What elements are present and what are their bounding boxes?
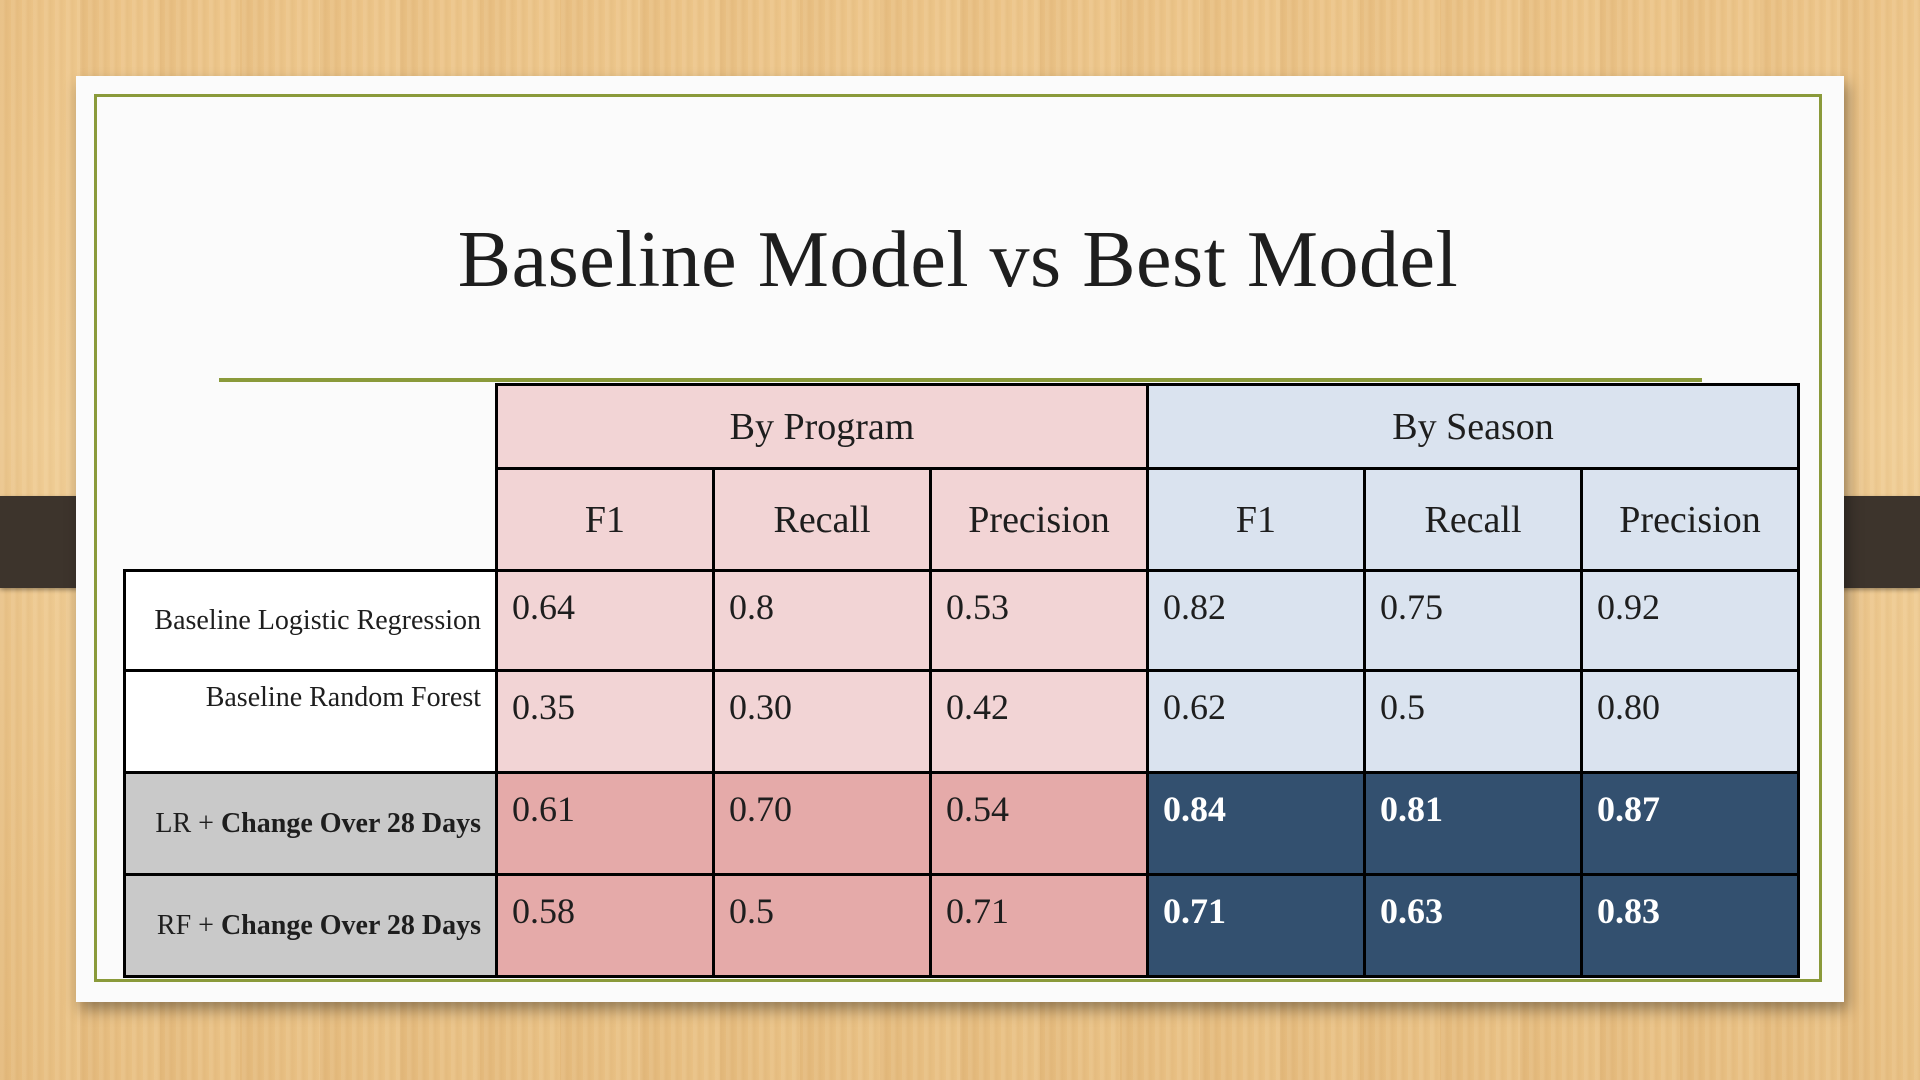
cell-value-best: 0.84 <box>1146 771 1366 876</box>
column-header-program-precision: Precision <box>929 467 1149 572</box>
cell-value: 0.92 <box>1580 569 1800 672</box>
column-header-season-f1: F1 <box>1146 467 1366 572</box>
table-row: Baseline Logistic Regression 0.64 0.8 0.… <box>123 569 1800 672</box>
comparison-table: By Program By Season F1 Recall Precision… <box>123 383 1800 978</box>
cell-value: 0.64 <box>495 569 715 672</box>
title-underline <box>219 378 1702 382</box>
cell-value: 0.82 <box>1146 569 1366 672</box>
cell-value: 0.30 <box>712 669 932 774</box>
cell-value-best: 0.83 <box>1580 873 1800 978</box>
row-label-baseline-logistic-regression: Baseline Logistic Regression <box>123 569 498 672</box>
cell-value: 0.58 <box>495 873 715 978</box>
row-label-text: Baseline Logistic Regression <box>154 604 481 636</box>
table-row: RF + Change Over 28 Days 0.58 0.5 0.71 0… <box>123 873 1800 978</box>
table-row: Baseline Random Forest 0.35 0.30 0.42 0.… <box>123 669 1800 774</box>
group-header-by-season: By Season <box>1146 383 1800 470</box>
cell-value: 0.62 <box>1146 669 1366 774</box>
cell-value-best: 0.81 <box>1363 771 1583 876</box>
group-header-by-program: By Program <box>495 383 1149 470</box>
group-header-row: By Program By Season <box>125 383 1800 470</box>
row-label-bold: Change Over 28 Days <box>220 909 481 941</box>
slide-title: Baseline Model vs Best Model <box>457 216 1459 304</box>
row-label-baseline-random-forest: Baseline Random Forest <box>123 669 498 774</box>
row-label-lr-change-over-28-days: LR + Change Over 28 Days <box>123 771 498 876</box>
row-label-prefix: RF + <box>156 909 221 941</box>
cell-value: 0.42 <box>929 669 1149 774</box>
column-header-season-recall: Recall <box>1363 467 1583 572</box>
cell-value-best: 0.71 <box>1146 873 1366 978</box>
column-header-season-precision: Precision <box>1580 467 1800 572</box>
cell-value: 0.5 <box>1363 669 1583 774</box>
column-header-row: F1 Recall Precision F1 Recall Precision <box>125 467 1800 572</box>
column-header-program-f1: F1 <box>495 467 715 572</box>
row-label-rf-change-over-28-days: RF + Change Over 28 Days <box>123 873 498 978</box>
row-label-text: Baseline Random Forest <box>205 682 481 713</box>
cell-value: 0.54 <box>929 771 1149 876</box>
cell-value: 0.75 <box>1363 569 1583 672</box>
table-row: LR + Change Over 28 Days 0.61 0.70 0.54 … <box>123 771 1800 876</box>
cell-value: 0.35 <box>495 669 715 774</box>
cell-value: 0.61 <box>495 771 715 876</box>
cell-value: 0.70 <box>712 771 932 876</box>
cell-value: 0.5 <box>712 873 932 978</box>
cell-value: 0.71 <box>929 873 1149 978</box>
column-header-program-recall: Recall <box>712 467 932 572</box>
cell-value-best: 0.63 <box>1363 873 1583 978</box>
cell-value-best: 0.87 <box>1580 771 1800 876</box>
cell-value: 0.8 <box>712 569 932 672</box>
cell-value: 0.53 <box>929 569 1149 672</box>
slide-frame <box>94 94 1822 982</box>
cell-value: 0.80 <box>1580 669 1800 774</box>
corner-blank <box>125 385 497 571</box>
row-label-bold: Change Over 28 Days <box>220 807 481 839</box>
row-label-prefix: LR + <box>155 807 221 839</box>
